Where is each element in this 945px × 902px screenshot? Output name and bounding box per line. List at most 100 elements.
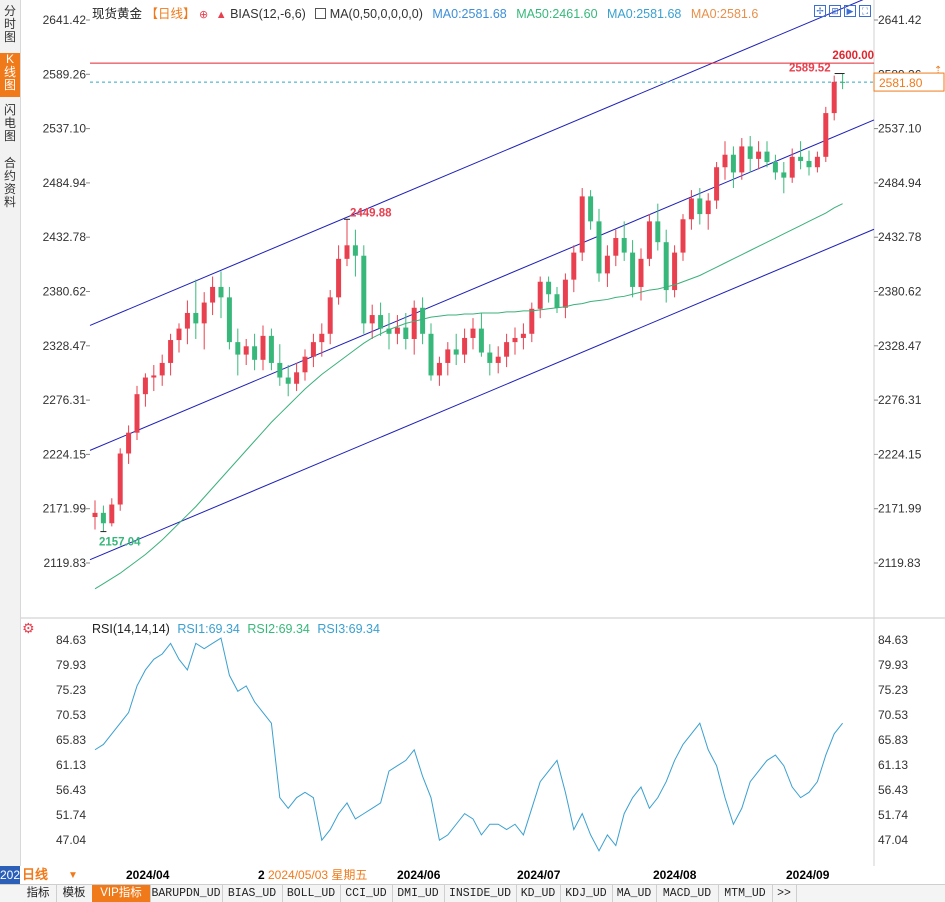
candle <box>243 338 249 366</box>
candle-body <box>193 312 199 324</box>
resistance-label: 2600.00 <box>832 50 874 62</box>
candle-body <box>420 307 426 334</box>
candle-body <box>394 327 400 334</box>
candle-body <box>310 342 316 357</box>
axes: 2641.422641.422589.262589.262537.102537.… <box>43 13 922 847</box>
zoom-icon[interactable]: ⊞ <box>829 5 841 17</box>
candle-body <box>411 307 417 339</box>
month-label: 2024/08 <box>653 868 697 882</box>
candle <box>621 221 627 261</box>
fullscreen-icon[interactable]: ⛶ <box>859 5 871 17</box>
indicator-settings-icon[interactable]: ⚙ <box>22 620 35 636</box>
rsi-tick-label-right: 47.04 <box>878 833 908 847</box>
price-tick-label-right: 2641.42 <box>878 13 922 27</box>
candle <box>680 214 686 261</box>
rsi-tick-label-right: 79.93 <box>878 658 908 672</box>
bottom-tab-ma-ud[interactable]: MA_UD <box>612 885 657 902</box>
candle-body <box>134 394 140 433</box>
bottom-tab--[interactable]: >> <box>772 885 797 902</box>
bias-up-icon[interactable]: ▲ <box>215 9 227 21</box>
candle-body <box>562 279 568 308</box>
candle-body <box>344 245 350 259</box>
ma0-value-a: MA0:2581.68 <box>432 7 507 21</box>
candle <box>705 193 711 230</box>
price-tick-label-right: 2224.15 <box>878 447 922 461</box>
candle <box>504 333 510 368</box>
crosshair-icon[interactable]: ✢ <box>814 5 826 17</box>
rsi-tick-label-left: 61.13 <box>56 758 86 772</box>
price-tick-label-right: 2119.83 <box>878 556 921 570</box>
rsi-tick-label-right: 65.83 <box>878 733 908 747</box>
period-label[interactable]: 【日线】 <box>145 7 196 21</box>
candle <box>571 245 577 293</box>
candle <box>756 141 762 170</box>
candle <box>823 106 829 163</box>
bottom-tab-barupdn-ud[interactable]: BARUPDN_UD <box>150 885 223 902</box>
price-tick-label-left: 2380.62 <box>43 285 87 299</box>
tab-timeshare[interactable]: 分时图 <box>3 4 16 44</box>
candle <box>453 333 459 366</box>
ma0-value-c: MA0:2581.6 <box>690 7 759 21</box>
candle-body <box>159 362 165 376</box>
month-label: 2024/09 <box>786 868 830 882</box>
candle-body <box>806 160 812 168</box>
candle-body <box>462 337 468 355</box>
tab-contract-info[interactable]: 合约资料 <box>3 156 16 209</box>
ma-toggle-icon[interactable] <box>315 8 327 19</box>
rsi-line <box>94 637 843 852</box>
ma50-line <box>94 203 843 590</box>
bottom-tab-cci-ud[interactable]: CCI_UD <box>340 885 393 902</box>
bottom-tab-mtm-ud[interactable]: MTM_UD <box>718 885 773 902</box>
candle-body <box>613 238 619 256</box>
candle-body <box>638 258 644 287</box>
candle-body <box>722 154 728 168</box>
period-selector[interactable]: 日线 <box>22 867 49 882</box>
candle <box>739 138 745 180</box>
chart-grid <box>21 0 945 866</box>
candle-body <box>319 333 325 343</box>
candle <box>260 325 266 371</box>
candle <box>630 240 636 298</box>
rsi-title[interactable]: RSI(14,14,14) <box>92 622 170 636</box>
bottom-tab-boll-ud[interactable]: BOLL_UD <box>282 885 341 902</box>
candle-body <box>588 196 594 222</box>
candle <box>134 385 140 440</box>
candle <box>369 304 375 339</box>
candle-body <box>210 286 216 303</box>
month-label: 2024/06 <box>397 868 441 882</box>
bottom-tab-macd-ud[interactable]: MACD_UD <box>656 885 719 902</box>
candle-body <box>487 352 493 363</box>
candle-body <box>302 356 308 373</box>
candle-body <box>512 337 518 343</box>
candle-body <box>571 252 577 280</box>
play-icon[interactable]: ▶ <box>844 5 856 17</box>
bottom-tab-bias-ud[interactable]: BIAS_UD <box>222 885 283 902</box>
bias-label[interactable]: BIAS(12,-6,6) <box>230 7 306 21</box>
candle-body <box>655 221 661 243</box>
candle-body <box>226 297 232 343</box>
bottom-tab-kdj-ud[interactable]: KDJ_UD <box>560 885 613 902</box>
price-tick-label-left: 2484.94 <box>43 176 87 190</box>
bottom-tab-dmi-ud[interactable]: DMI_UD <box>392 885 445 902</box>
candle-body <box>252 346 258 360</box>
ma0-value-b: MA0:2581.68 <box>607 7 682 21</box>
settings-icon[interactable]: ⊕ <box>199 9 209 21</box>
rsi-tick-label-right: 56.43 <box>878 783 908 797</box>
bottom-tab-vip-[interactable]: VIP指标 <box>92 885 151 902</box>
bottom-tab-inside-ud[interactable]: INSIDE_UD <box>444 885 517 902</box>
candle <box>142 373 148 407</box>
bottom-tab--[interactable]: 模板 <box>56 885 93 902</box>
period-dropdown-icon[interactable]: ▼ <box>68 870 78 881</box>
bottom-tab-kd-ud[interactable]: KD_UD <box>516 885 561 902</box>
bottom-tab--[interactable]: 指标 <box>20 885 57 902</box>
candle <box>554 286 560 313</box>
candle <box>806 150 812 176</box>
price-tick-label-right: 2484.94 <box>878 176 922 190</box>
rsi-legend: RSI(14,14,14) RSI1:69.34 RSI2:69.34 RSI3… <box>92 622 380 636</box>
candle-body <box>428 333 434 376</box>
tab-lightning[interactable]: 闪电图 <box>3 103 16 143</box>
ma-label[interactable]: MA(0,50,0,0,0,0) <box>329 7 423 21</box>
candlestick-series <box>92 73 846 532</box>
